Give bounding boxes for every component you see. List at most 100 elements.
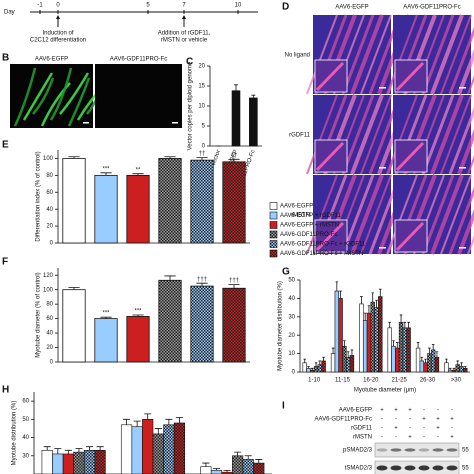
blot-sign: - (451, 408, 453, 414)
bar (342, 345, 347, 373)
scale-bar (459, 247, 466, 249)
blot-sign: - (423, 426, 425, 432)
bar (345, 356, 351, 373)
significance-label: †† (199, 151, 206, 157)
myotube (467, 75, 474, 95)
x-tick-label: 11-15 (335, 378, 351, 384)
y-axis-title: Myotube diameter distribution (%) (278, 281, 284, 371)
significance-label: *** (102, 311, 110, 317)
bar (231, 90, 241, 147)
error-bar (86, 446, 94, 451)
myotube (360, 174, 392, 255)
y-tick-label: 20 (198, 64, 205, 70)
image-title: AAV6-EGFP (35, 57, 68, 63)
error-bar (196, 282, 208, 287)
fiber (67, 77, 91, 127)
error-bar (375, 299, 378, 308)
bar (310, 369, 315, 373)
blot-band (432, 465, 444, 471)
band-label: tSMAD2/3 (345, 466, 373, 472)
blot-band (376, 448, 388, 452)
error-bar (132, 314, 144, 317)
blot-sign: - (381, 435, 383, 441)
fiber (40, 82, 71, 127)
y-tick-label: 50 (288, 278, 295, 284)
bar (222, 287, 246, 363)
timeline-annotation: C2C12 differentiation (30, 38, 86, 44)
y-tick-label: 40 (46, 331, 53, 337)
error-bar (363, 312, 367, 321)
timeline-annotation: Addition of rGDF11, (158, 31, 211, 37)
myotube (421, 174, 455, 255)
y-tick-label: 50 (22, 417, 29, 423)
y-tick-label: 30 (22, 453, 29, 459)
scale-bar (379, 247, 386, 249)
bar (391, 345, 396, 373)
bar (249, 97, 258, 147)
x-tick-label: 21-25 (391, 378, 407, 384)
timeline-tick-label: 0 (56, 3, 60, 9)
row-label: rGDF11 (289, 133, 311, 139)
error-bar (346, 351, 350, 358)
blot-strip (374, 460, 460, 474)
bar (306, 368, 311, 373)
bar (447, 369, 453, 373)
error-bar (234, 84, 238, 91)
error-bar (416, 342, 420, 349)
bar (321, 360, 326, 373)
error-bar (202, 462, 210, 467)
myotube (386, 174, 418, 255)
bar (330, 353, 336, 373)
blot-band (404, 465, 416, 471)
legend-label: AAV6-GDF11PRO-Fc + rMSTN (280, 251, 363, 257)
blot-band (446, 448, 458, 452)
blot-sign: - (423, 408, 425, 414)
blot-band (376, 465, 388, 471)
timeline-tick-label: 10 (235, 3, 242, 9)
error-bar (339, 290, 342, 299)
blot-band (418, 465, 430, 471)
error-bar (428, 347, 431, 354)
scale-bar (83, 122, 89, 124)
blot-sign: + (394, 426, 398, 432)
blot-row-label: AAV6-EGFP (339, 408, 372, 414)
blot-band (432, 448, 444, 452)
error-bar (100, 316, 112, 319)
y-tick-label: 100 (43, 287, 54, 293)
bar (374, 307, 379, 373)
timeline-tick-label: 5 (146, 3, 150, 9)
bar (62, 289, 86, 363)
inset-tube (315, 61, 345, 92)
bar (387, 327, 392, 373)
error-bar (464, 366, 467, 369)
blot-sign: - (395, 435, 397, 441)
bar (423, 362, 428, 373)
bar (222, 161, 246, 244)
panel-letter: I (282, 401, 285, 412)
timeline-label: Day (4, 10, 15, 16)
error-bar (68, 156, 80, 159)
myotube (386, 94, 418, 175)
y-tick-label: 60 (46, 316, 53, 322)
timeline-annotation: rMSTN or vehicle (161, 38, 208, 44)
bar (94, 174, 118, 244)
y-tick-label: 30 (288, 314, 295, 320)
error-bar (435, 351, 439, 358)
blot-row-label: AAV6-GDF11PRO-Fc (315, 417, 372, 423)
blot-sign: - (381, 426, 383, 432)
error-bar (379, 288, 382, 297)
blot-sign: + (408, 408, 412, 414)
bar (62, 158, 86, 244)
myotube (430, 174, 464, 255)
error-bar (399, 314, 403, 323)
bar (126, 316, 150, 363)
error-bar (244, 455, 252, 460)
blot-sign: + (380, 408, 384, 414)
bar (419, 360, 425, 373)
bar (313, 366, 319, 373)
error-bar (132, 173, 144, 176)
error-bar (407, 321, 410, 328)
blot-sign: - (451, 426, 453, 432)
y-axis-title: Myotube distribution (%) (12, 401, 18, 466)
myotube (440, 174, 472, 255)
